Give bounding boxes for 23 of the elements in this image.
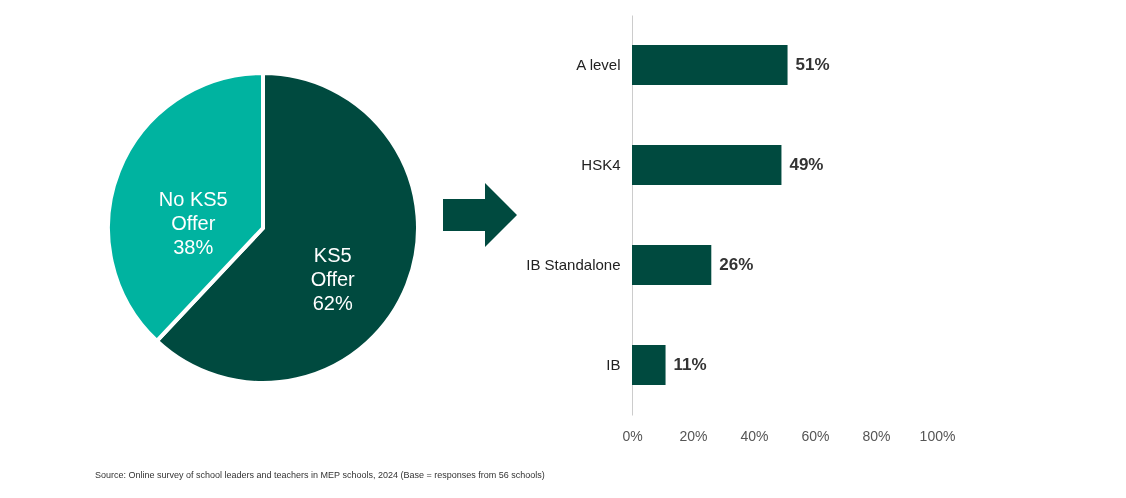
- data-label: 49%: [789, 155, 824, 174]
- bar: [632, 145, 782, 185]
- bar: [632, 345, 666, 385]
- data-label: 11%: [673, 355, 707, 374]
- data-label: 26%: [719, 255, 754, 274]
- y-tick-label: IB Standalone: [526, 256, 621, 273]
- data-label: 51%: [795, 55, 830, 74]
- source-note: Source: Online survey of school leaders and teachers in MEP schools, 2024 (Base = responses from 56 schools): [95, 470, 545, 480]
- data-label: 38%: [173, 236, 214, 259]
- slice-label: No KS5 Offer: [158, 188, 228, 235]
- y-tick-label: HSK4: [581, 156, 621, 173]
- x-tick-label: 20%: [679, 427, 708, 444]
- y-tick-label: A level: [576, 56, 621, 73]
- slice-label: KS5 Offer: [310, 243, 356, 290]
- x-tick-label: 0%: [622, 427, 643, 444]
- x-tick-label: 100%: [919, 427, 956, 444]
- bar: [632, 245, 712, 285]
- x-tick-label: 40%: [740, 427, 769, 444]
- x-tick-label: 60%: [801, 427, 830, 444]
- bar: [632, 45, 788, 85]
- data-label: 62%: [312, 291, 353, 314]
- y-tick-label: IB: [606, 356, 621, 373]
- x-tick-label: 80%: [862, 427, 891, 444]
